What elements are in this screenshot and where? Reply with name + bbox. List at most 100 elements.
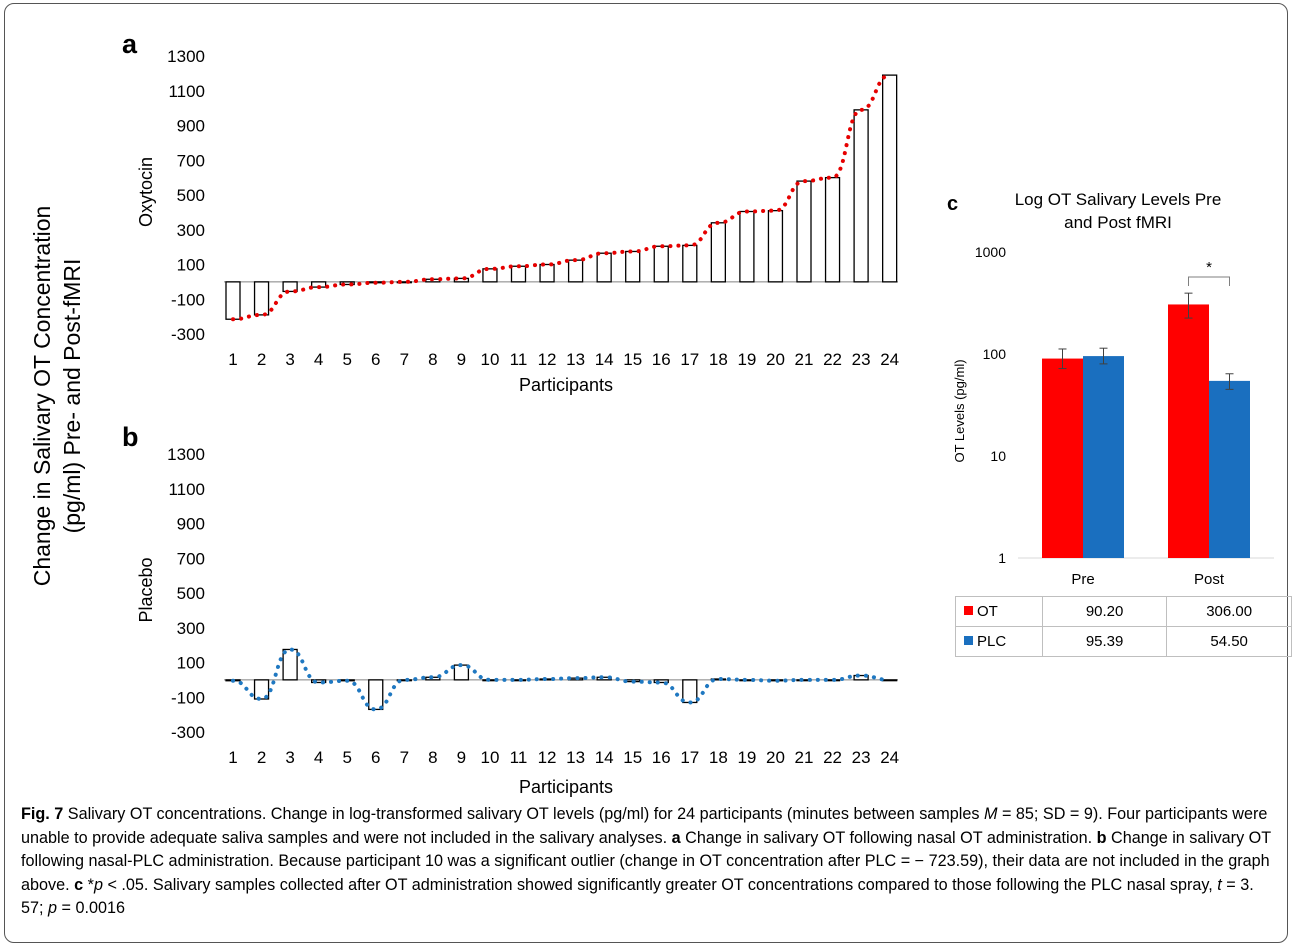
x-tick-label: 2 xyxy=(257,748,266,767)
x-tick-label: 7 xyxy=(400,350,409,369)
caption-symbol: p xyxy=(48,899,58,917)
caption-text: = 85; SD = 9). Four participants were un… xyxy=(21,805,1268,847)
caption-text: = 0.0016 xyxy=(57,899,125,917)
bar xyxy=(625,250,641,283)
x-tick-label: 8 xyxy=(428,748,437,767)
y-tick-label: 100 xyxy=(983,346,1007,362)
caption-text: = 3. 57; xyxy=(21,875,1254,918)
bar xyxy=(882,74,898,283)
x-tick-label: 7 xyxy=(400,748,409,767)
x-tick-label: 2 xyxy=(257,350,266,369)
x-tick-label: 12 xyxy=(538,350,557,369)
y-tick-label: 1100 xyxy=(168,82,205,101)
figure-frame xyxy=(4,3,1288,943)
x-tick-label: 19 xyxy=(737,350,756,369)
panel-a-xlabel: Participants xyxy=(519,375,613,395)
x-tick-label: 12 xyxy=(538,748,557,767)
y-tick-label: 300 xyxy=(177,221,205,240)
bar xyxy=(225,281,241,320)
x-tick-label: 10 xyxy=(480,350,499,369)
bar xyxy=(453,664,470,681)
x-tick-label: 6 xyxy=(371,748,380,767)
panel-c-title-line-2: and Post fMRI xyxy=(1064,213,1172,232)
caption-panel-c: c xyxy=(74,875,84,894)
panel-c-title-line-1: Log OT Salivary Levels Pre xyxy=(1015,190,1222,209)
bar xyxy=(596,252,612,283)
x-tick-label: 4 xyxy=(314,748,323,767)
caption-text: < .05. Salivary samples collected after … xyxy=(102,875,1218,894)
bar xyxy=(710,678,726,681)
panel-b-xlabel: Participants xyxy=(519,777,613,797)
caption-panel-a: a xyxy=(671,828,681,847)
bar xyxy=(368,679,384,711)
x-tick-label: 18 xyxy=(709,748,728,767)
x-tick-label: 20 xyxy=(766,748,785,767)
ot-swatch xyxy=(964,606,973,615)
bar xyxy=(653,679,669,684)
x-tick-label: 9 xyxy=(457,350,466,369)
y-tick-label: 100 xyxy=(177,256,205,275)
table-series-label: PLC xyxy=(977,633,1007,650)
x-tick-label: 15 xyxy=(623,350,642,369)
bar xyxy=(339,281,355,286)
x-tick-label: 1 xyxy=(228,748,237,767)
x-tick-label: 13 xyxy=(566,350,585,369)
x-tick-label: 9 xyxy=(457,748,466,767)
significance-bracket xyxy=(1188,276,1230,286)
bar xyxy=(567,259,584,283)
y-tick-label: 700 xyxy=(177,151,205,170)
panel-b-label: b xyxy=(122,422,139,452)
panel-c-ylabel: OT Levels (pg/ml) xyxy=(952,359,967,462)
table-cell: 306.00 xyxy=(1166,596,1292,627)
x-tick-label: 23 xyxy=(852,350,871,369)
table-cell: 90.20 xyxy=(1041,596,1168,627)
x-tick-label: 1 xyxy=(228,350,237,369)
x-tick-label: 22 xyxy=(823,748,842,767)
figure-caption: Fig. 7 Salivary OT concentrations. Chang… xyxy=(21,803,1276,921)
panel-c-label: c xyxy=(947,193,958,215)
x-tick-label: 5 xyxy=(342,748,351,767)
x-tick-label: Pre xyxy=(1071,571,1094,588)
table-cell: 54.50 xyxy=(1166,626,1292,657)
caption-symbol: p xyxy=(93,875,103,894)
x-tick-label: 24 xyxy=(880,350,899,369)
x-tick-label: 8 xyxy=(428,350,437,369)
x-tick-label: 4 xyxy=(314,350,323,369)
x-tick-label: 22 xyxy=(823,350,842,369)
panel-c-data-table: OT 90.20 306.00 PLC 95.39 54.50 xyxy=(955,596,1292,657)
table-series-plc: PLC xyxy=(955,626,1043,657)
bar xyxy=(796,180,812,283)
x-tick-label: 11 xyxy=(510,350,528,369)
x-tick-label: 14 xyxy=(595,748,614,767)
y-tick-label: 500 xyxy=(177,186,205,205)
table-series-label: OT xyxy=(977,603,998,620)
x-tick-label: 18 xyxy=(709,350,728,369)
table-row-plc: PLC 95.39 54.50 xyxy=(955,626,1292,657)
significance-marker: * xyxy=(1206,259,1212,276)
x-tick-label: 17 xyxy=(680,350,699,369)
y-tick-label: 10 xyxy=(990,448,1006,464)
trend-line xyxy=(231,647,892,712)
bar xyxy=(767,209,784,283)
x-tick-label: 11 xyxy=(510,748,528,767)
bar xyxy=(1083,356,1124,558)
plc-swatch xyxy=(964,636,973,645)
y-tick-label: 300 xyxy=(177,619,205,638)
x-tick-label: 15 xyxy=(623,748,642,767)
caption-text: * xyxy=(83,875,94,894)
caption-text: Change in salivary OT following nasal-PL… xyxy=(21,828,1271,894)
caption-text: Change in salivary OT following nasal OT… xyxy=(680,828,1097,847)
bar xyxy=(253,679,270,700)
y-tick-label: 500 xyxy=(177,584,205,603)
bar xyxy=(882,679,898,682)
table-row-ot: OT 90.20 306.00 xyxy=(955,596,1292,627)
y-axis-title-line-1: Change in Salivary OT Concentration xyxy=(29,206,55,587)
bar xyxy=(396,679,412,682)
bar xyxy=(1209,380,1250,558)
panel-c-chart: 1000 100 10 1 Pre Post * xyxy=(975,244,1274,588)
caption-symbol: M xyxy=(983,805,998,823)
bar xyxy=(853,109,869,283)
y-axis-title-line-2: (pg/ml) Pre- and Post-fMRI xyxy=(59,259,85,534)
